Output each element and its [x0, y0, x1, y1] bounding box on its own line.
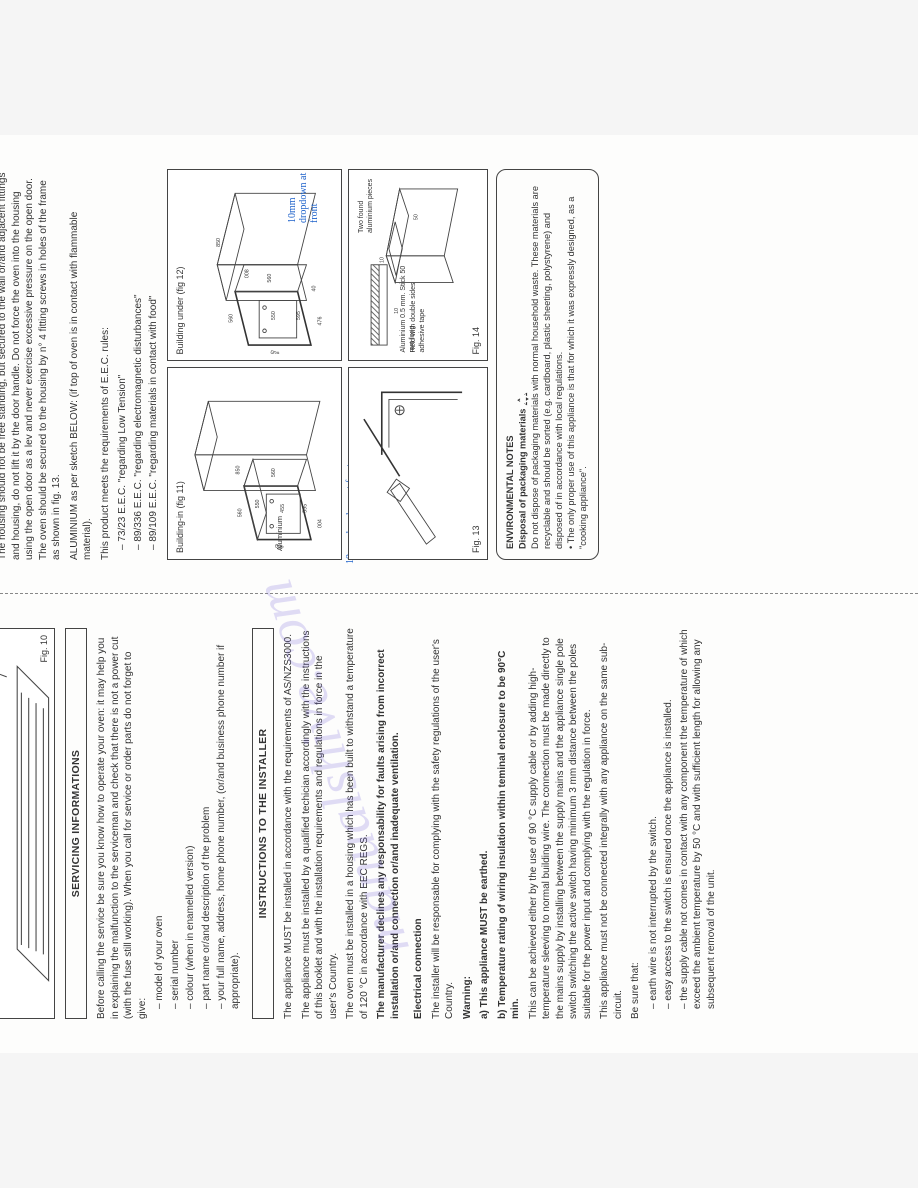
list-item: your full name, address, home phone numb…	[215, 628, 242, 1009]
list-item: part name or/and description of the prob…	[200, 628, 214, 1009]
figure-14: 10 10 50 Aluminium 0.5 mm. Stick 50 mm l…	[348, 169, 488, 362]
installer-p3: The oven must be installed in a housing …	[344, 628, 371, 1019]
fig14-note3: Two found aluminium pieces	[357, 178, 376, 233]
env-p1: Do not dispose of packaging materials wi…	[530, 186, 564, 549]
list-item: model of your oven	[153, 628, 167, 1009]
fig12-title: Building under (fig 12)	[174, 176, 186, 355]
fig11-aluminium-label: Aluminium	[275, 516, 285, 551]
list-item: 89/336 E.E.C. "regarding electromagnetic…	[132, 169, 146, 550]
svg-text:550: 550	[255, 499, 261, 508]
fig10-diagram	[0, 635, 59, 1012]
handwritten-note-2: 10mm dropdown at front	[287, 163, 320, 223]
installer-bold: The manufacturer declines any responsabi…	[375, 628, 402, 1019]
fig14-note2: Held with double sides adhesive tape	[409, 258, 428, 353]
svg-text:560: 560	[271, 468, 277, 477]
installer-p1: The appliance MUST be installed in accor…	[282, 628, 296, 1019]
fig14-caption: Fig. 14	[470, 327, 482, 355]
list-item: 73/23 E.E.C. "regarding Low Tension"	[116, 169, 130, 550]
servicing-list: model of your oven serial number colour …	[153, 628, 242, 1019]
fig11-title: Building-in (fig 11)	[174, 375, 186, 554]
svg-text:850: 850	[216, 238, 222, 247]
warning-b: b) Temperature rating of wiring insulati…	[496, 628, 523, 1019]
installer-header: INSTRUCTIONS TO THE INSTALLER	[252, 628, 274, 1019]
environmental-notes: ENVIRONMENTAL NOTES Disposal of packagin…	[496, 169, 600, 560]
eec-intro: This product meets the requirements of E…	[99, 169, 113, 560]
page-11: Preparation on the cabinet No specific o…	[0, 135, 918, 594]
env-p2: • The only proper use of this appliance …	[566, 197, 588, 549]
list-item: the supply cable not comes in contact wi…	[678, 628, 719, 1009]
svg-text:560: 560	[228, 314, 234, 323]
warning-label: Warning:	[461, 628, 475, 1019]
svg-text:476: 476	[317, 317, 323, 326]
list-item: colour (when in enamelled version)	[184, 628, 198, 1009]
eec-list: 73/23 E.E.C. "regarding Low Tension" 89/…	[116, 169, 161, 560]
svg-text:004: 004	[317, 519, 323, 528]
important-body: The housing should not be free standing,…	[0, 169, 64, 560]
env-subheading: Disposal of packaging materials	[518, 409, 528, 549]
svg-text:455: 455	[280, 504, 286, 513]
page-10: Fig. 10 SERVICING INFORMATIONS Before ca…	[0, 594, 918, 1053]
list-item: earth wire is not interrupted by the swi…	[647, 628, 661, 1009]
servicing-header: SERVICING INFORMATIONS	[65, 628, 87, 1019]
svg-text:10: 10	[379, 257, 385, 263]
figure-11: Building-in (fig 11) 560 460	[167, 368, 342, 561]
aluminium-note: ALUMINIUM as per sketch BELOW: (if top o…	[68, 169, 95, 560]
svg-text:595: 595	[296, 312, 302, 321]
list-item: easy access to the switch is ensured onc…	[662, 628, 676, 1009]
svg-text:850: 850	[235, 466, 241, 475]
electrical-heading: Electrical connection	[412, 628, 426, 1019]
list-item: 89/109 E.E.C. "regarding materials in co…	[147, 169, 161, 550]
warning-b-body: This can be achieved either by the use o…	[527, 628, 595, 1019]
svg-text:560: 560	[237, 508, 243, 517]
figure-13: Fig. 13	[348, 368, 488, 561]
fig10-caption: Fig. 10	[38, 635, 50, 663]
besure-list: earth wire is not interrupted by the swi…	[647, 628, 719, 1019]
svg-text:560: 560	[266, 274, 272, 283]
warning-a: a) This appliance MUST be earthed.	[478, 628, 492, 1019]
svg-text:50: 50	[413, 215, 419, 221]
fig13-caption: Fig. 13	[470, 525, 482, 553]
svg-text:595: 595	[302, 504, 308, 513]
list-item: serial number	[169, 628, 183, 1009]
env-heading: ENVIRONMENTAL NOTES	[505, 436, 515, 550]
recycle-icon	[516, 392, 530, 406]
servicing-para: Before calling the service be sure you k…	[95, 628, 149, 1019]
electrical-p1: The installer will be responsable for co…	[430, 628, 457, 1019]
warning-b-body2: This appliance must not be connected int…	[598, 628, 625, 1019]
figure-10: Fig. 10	[0, 628, 55, 1019]
installer-p2: The appliance must be installed by a qua…	[300, 628, 341, 1019]
svg-text:550: 550	[271, 312, 277, 321]
besure-label: Be sure that:	[629, 628, 643, 1019]
svg-text:600: 600	[270, 348, 280, 354]
svg-text:008: 008	[244, 270, 250, 279]
svg-text:40: 40	[311, 286, 317, 292]
